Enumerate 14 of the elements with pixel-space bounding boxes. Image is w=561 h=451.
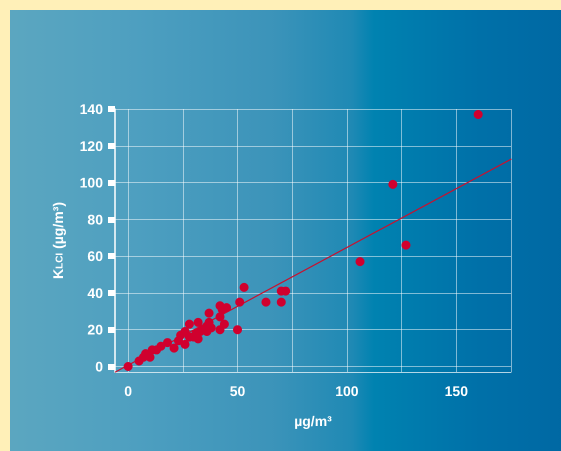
y-tick-label: 20 (87, 322, 104, 338)
y-tick-label: 0 (95, 358, 104, 374)
y-tick-label: 140 (80, 101, 104, 117)
y-axis-title: KLCI (µg/m³) (50, 202, 66, 280)
y-tick-label: 80 (87, 211, 104, 228)
y-tick-label: 40 (87, 284, 104, 301)
y-tick-label: 120 (80, 138, 104, 154)
x-axis-title: µg/m³ (294, 413, 332, 429)
x-tick-label: 150 (444, 383, 468, 399)
x-tick-label: 100 (335, 383, 359, 399)
x-tick-label: 0 (124, 383, 132, 399)
x-tick-label: 50 (230, 383, 246, 399)
y-tick-label: 100 (80, 174, 104, 191)
y-tick-label: 60 (87, 248, 104, 264)
